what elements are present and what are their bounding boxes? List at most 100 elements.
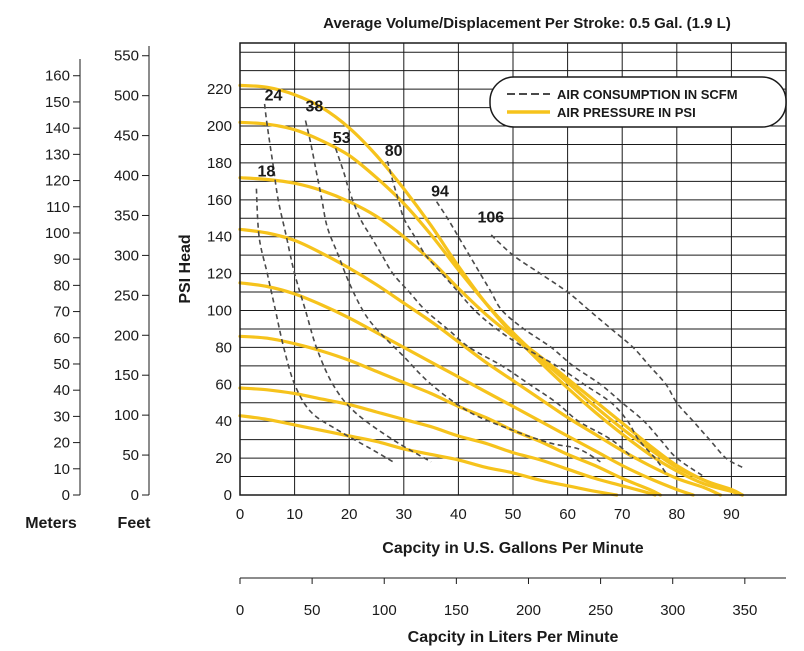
- feet-tick-label: 0: [131, 487, 139, 504]
- feet-tick-label: 300: [114, 247, 139, 264]
- meters-tick-label: 0: [62, 487, 70, 504]
- feet-tick-label: 550: [114, 48, 139, 65]
- feet-axis-label: Feet: [118, 515, 152, 532]
- x-tick-label: 10: [286, 506, 303, 523]
- air-consumption-label-80: 80: [385, 143, 403, 160]
- meters-tick-label: 100: [45, 225, 70, 242]
- air-consumption-label-18: 18: [257, 163, 275, 180]
- legend-air-pressure: AIR PRESSURE IN PSI: [557, 105, 696, 120]
- feet-tick-labels: 0 50 100 150 200 250 300 350 400 450 500 550: [114, 48, 149, 504]
- air-consumption-curve-53: [334, 147, 634, 459]
- meters-tick-label: 140: [45, 120, 70, 137]
- x-tick-label: 30: [395, 506, 412, 523]
- y-tick-label: 120: [207, 266, 232, 283]
- air-consumption-curve-94: [435, 201, 705, 478]
- air-consumption-label-24: 24: [265, 88, 283, 105]
- x-tick-label: 70: [614, 506, 631, 523]
- feet-tick-label: 100: [114, 407, 139, 424]
- meters-tick-label: 40: [53, 382, 70, 399]
- liters-tick-label: 250: [588, 602, 613, 619]
- liters-tick-labels: 0 50 100 150 200 250 300 350: [236, 578, 757, 619]
- y-tick-label: 60: [215, 376, 232, 393]
- y-tick-label: 0: [224, 487, 232, 504]
- meters-tick-label: 120: [45, 173, 70, 190]
- pressure-curve: [238, 281, 695, 497]
- meters-tick-label: 130: [45, 146, 70, 163]
- y-tick-label: 180: [207, 155, 232, 172]
- feet-tick-label: 150: [114, 367, 139, 384]
- x-tick-label: 90: [723, 506, 740, 523]
- meters-tick-label: 10: [53, 461, 70, 478]
- pressure-curve: [238, 176, 744, 497]
- chart-title: Average Volume/Displacement Per Stroke: …: [323, 15, 731, 32]
- liters-tick-label: 100: [372, 602, 397, 619]
- liters-tick-label: 200: [516, 602, 541, 619]
- pressure-curve: [238, 334, 662, 497]
- y-tick-label: 200: [207, 118, 232, 135]
- meters-tick-label: 90: [53, 251, 70, 268]
- meters-tick-label: 110: [46, 199, 70, 216]
- liters-tick-label: 300: [660, 602, 685, 619]
- meters-axis-label: Meters: [25, 515, 77, 532]
- air-consumption-curve-80: [386, 160, 667, 474]
- liters-tick-label: 50: [304, 602, 321, 619]
- y-tick-label: 20: [215, 450, 232, 467]
- air-consumption-curve-106: [490, 234, 743, 469]
- liters-tick-label: 150: [444, 602, 469, 619]
- liters-axis-label: Capcity in Liters Per Minute: [408, 629, 619, 646]
- pressure-curve: [238, 386, 657, 497]
- feet-tick-label: 400: [114, 168, 139, 185]
- feet-tick-label: 500: [114, 88, 139, 105]
- air-consumption-label-94: 94: [431, 184, 449, 201]
- air-consumption-label-38: 38: [306, 99, 324, 116]
- x-axis-label: Capcity in U.S. Gallons Per Minute: [382, 540, 643, 557]
- pressure-curve: [238, 83, 744, 497]
- x-tick-label: 0: [236, 506, 244, 523]
- feet-tick-label: 450: [114, 128, 139, 145]
- meters-tick-label: 20: [53, 435, 70, 452]
- liters-tick-label: 0: [236, 602, 244, 619]
- pressure-curve: [238, 227, 723, 497]
- legend-box: [489, 76, 787, 128]
- legend-air-consumption: AIR CONSUMPTION IN SCFM: [557, 87, 738, 102]
- liters-tick-label: 350: [732, 602, 757, 619]
- meters-tick-label: 80: [53, 277, 70, 294]
- y-tick-label: 140: [207, 229, 232, 246]
- y-tick-label: 160: [207, 192, 232, 209]
- y-tick-label: 100: [207, 303, 232, 320]
- meters-tick-label: 70: [53, 304, 70, 321]
- feet-tick-label: 50: [122, 447, 139, 464]
- y-tick-label: 40: [215, 413, 232, 430]
- pressure-curve: [238, 120, 744, 497]
- x-tick-label: 50: [505, 506, 522, 523]
- feet-tick-label: 350: [114, 207, 139, 224]
- x-tick-label: 60: [559, 506, 576, 523]
- air-consumption-label-106: 106: [478, 209, 505, 226]
- x-tick-label: 40: [450, 506, 467, 523]
- pressure-curves: [238, 83, 744, 497]
- air-consumption-curves: [255, 103, 743, 478]
- y-axis-label: PSI Head: [177, 234, 194, 303]
- meters-tick-labels: 0 10 20 30 40 50 60 70 80 90 100 110 120 130 140 150 160: [45, 68, 80, 504]
- air-consumption-curve-24: [263, 103, 432, 463]
- meters-tick-label: 60: [53, 330, 70, 347]
- gpm-tick-labels: 0 10 20 30 40 50 60 70 80 90: [236, 506, 740, 523]
- y-tick-label: 220: [207, 81, 232, 98]
- air-consumption-label-53: 53: [333, 130, 351, 147]
- chart-legend: AIR CONSUMPTION IN SCFM AIR PRESSURE IN …: [489, 76, 787, 128]
- meters-tick-label: 50: [53, 356, 70, 373]
- plot-frame: [239, 42, 787, 496]
- x-tick-label: 80: [668, 506, 685, 523]
- pressure-curve: [238, 414, 619, 497]
- y-tick-label: 80: [215, 339, 232, 356]
- meters-tick-label: 30: [53, 408, 70, 425]
- feet-tick-label: 250: [114, 287, 139, 304]
- feet-tick-label: 200: [114, 327, 139, 344]
- air-consumption-curve-18: [255, 188, 394, 463]
- meters-tick-label: 150: [45, 94, 70, 111]
- psi-tick-labels: 0 20 40 60 80 100 120 140 160 180 200 220: [207, 81, 232, 504]
- air-consumption-labels: 18 24 38 53 80 94 106: [257, 88, 504, 227]
- meters-tick-label: 160: [45, 68, 70, 85]
- x-tick-label: 20: [341, 506, 358, 523]
